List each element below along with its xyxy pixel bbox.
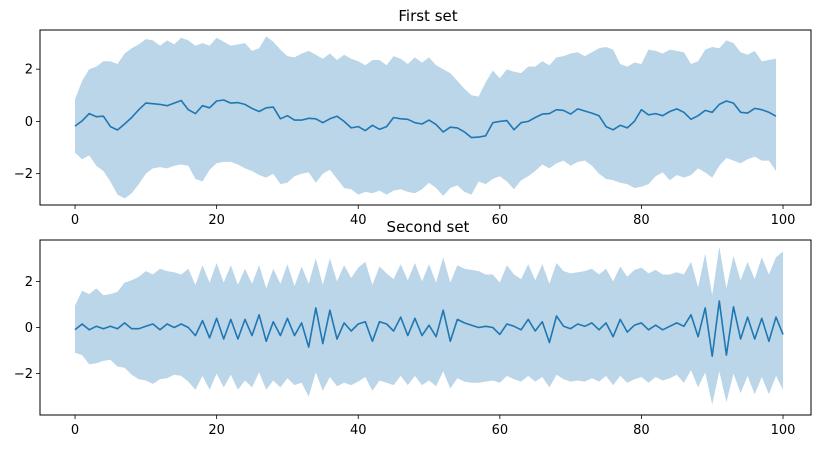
plot-area: 0 20 40 60 80 100 −2 0 2 <box>14 239 812 438</box>
x-tick-label: 20 <box>208 423 225 438</box>
x-tick-label: 80 <box>633 423 650 438</box>
y-tick-label: 0 <box>25 115 33 130</box>
y-tick-label: 2 <box>25 275 33 290</box>
x-tick-label: 0 <box>71 213 79 228</box>
axes-frame <box>39 29 812 206</box>
chart-bottom: Second set 0 20 40 60 80 100 −2 0 2 <box>14 218 812 438</box>
mean-line <box>74 300 784 358</box>
x-tick-label: 100 <box>771 423 796 438</box>
y-tick-label: −2 <box>14 367 33 382</box>
y-tick-label: 2 <box>25 63 33 78</box>
y-tick-label: 0 <box>25 321 33 336</box>
x-tick-label: 40 <box>350 423 367 438</box>
chart-title: Second set <box>387 218 470 236</box>
plot-area: 0 20 40 60 80 100 −2 0 2 <box>14 29 812 228</box>
x-tick-label: 60 <box>492 423 509 438</box>
x-tick-label: 0 <box>71 423 79 438</box>
chart-top: First set 0 20 40 60 80 100 −2 0 2 <box>14 7 812 228</box>
x-tick-label: 60 <box>492 213 509 228</box>
x-tick-label: 80 <box>633 213 650 228</box>
confidence-band <box>75 36 776 199</box>
chart-title: First set <box>398 7 457 25</box>
x-tick-label: 20 <box>208 213 225 228</box>
y-tick-label: −2 <box>14 167 33 182</box>
mean-line <box>74 99 777 139</box>
x-tick-label: 100 <box>771 213 796 228</box>
x-tick-label: 40 <box>350 213 367 228</box>
